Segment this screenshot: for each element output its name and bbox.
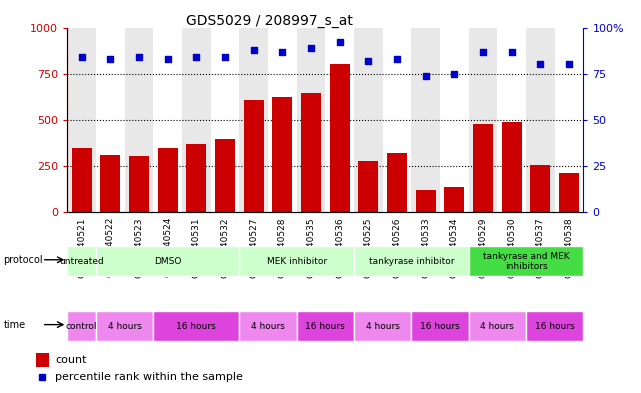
Point bbox=[564, 61, 574, 68]
Bar bbox=[530, 165, 551, 212]
Bar bbox=[129, 156, 149, 212]
Point bbox=[449, 70, 460, 77]
Bar bbox=[158, 149, 178, 212]
Text: control: control bbox=[66, 322, 97, 331]
Point bbox=[306, 45, 316, 51]
Point bbox=[506, 48, 517, 55]
Point bbox=[249, 46, 259, 53]
Bar bbox=[412, 311, 469, 341]
Point bbox=[420, 72, 431, 79]
Bar bbox=[182, 28, 211, 212]
Bar bbox=[326, 28, 354, 212]
Bar bbox=[444, 187, 464, 212]
Bar bbox=[469, 246, 583, 276]
Point bbox=[105, 56, 115, 62]
Bar bbox=[387, 153, 407, 212]
Bar bbox=[502, 122, 522, 212]
Bar bbox=[239, 28, 268, 212]
Point bbox=[76, 54, 87, 60]
Bar bbox=[554, 28, 583, 212]
Point bbox=[363, 58, 374, 64]
Bar bbox=[473, 123, 493, 212]
Bar bbox=[67, 246, 96, 276]
Text: tankyrase and MEK
inhibitors: tankyrase and MEK inhibitors bbox=[483, 252, 569, 271]
Point bbox=[478, 48, 488, 55]
Text: time: time bbox=[3, 320, 26, 330]
Text: DMSO: DMSO bbox=[154, 257, 181, 266]
Bar bbox=[354, 311, 412, 341]
Bar bbox=[383, 28, 412, 212]
Point bbox=[163, 56, 173, 62]
Bar bbox=[268, 28, 297, 212]
Text: 16 hours: 16 hours bbox=[535, 322, 574, 331]
Text: MEK inhibitor: MEK inhibitor bbox=[267, 257, 327, 266]
Text: 16 hours: 16 hours bbox=[176, 322, 216, 331]
Bar bbox=[72, 147, 92, 212]
Text: tankyrase inhibitor: tankyrase inhibitor bbox=[369, 257, 454, 266]
Bar bbox=[239, 311, 297, 341]
Bar bbox=[215, 139, 235, 212]
Point bbox=[535, 61, 545, 68]
Bar bbox=[559, 173, 579, 212]
Text: 4 hours: 4 hours bbox=[366, 322, 399, 331]
Bar bbox=[354, 246, 469, 276]
Bar bbox=[211, 28, 239, 212]
Point bbox=[277, 48, 287, 55]
Bar bbox=[412, 28, 440, 212]
Bar bbox=[358, 162, 378, 212]
Bar bbox=[96, 28, 124, 212]
Text: 4 hours: 4 hours bbox=[251, 322, 285, 331]
Text: untreated: untreated bbox=[59, 257, 104, 266]
Bar bbox=[526, 311, 583, 341]
Bar bbox=[469, 311, 526, 341]
Bar bbox=[415, 190, 436, 212]
Bar bbox=[440, 28, 469, 212]
Text: GDS5029 / 208997_s_at: GDS5029 / 208997_s_at bbox=[186, 14, 353, 28]
Bar bbox=[187, 144, 206, 212]
Bar bbox=[36, 353, 49, 367]
Text: 16 hours: 16 hours bbox=[305, 322, 345, 331]
Bar bbox=[526, 28, 554, 212]
Bar bbox=[354, 28, 383, 212]
Bar bbox=[301, 93, 321, 212]
Text: percentile rank within the sample: percentile rank within the sample bbox=[55, 372, 243, 382]
Point bbox=[220, 54, 230, 60]
Bar bbox=[96, 246, 239, 276]
Bar bbox=[329, 64, 350, 212]
Point bbox=[191, 54, 201, 60]
Point bbox=[335, 39, 345, 46]
Bar bbox=[96, 311, 153, 341]
Bar bbox=[469, 28, 497, 212]
Bar bbox=[67, 28, 96, 212]
Text: count: count bbox=[55, 354, 87, 365]
Bar bbox=[272, 97, 292, 212]
Text: protocol: protocol bbox=[3, 255, 43, 265]
Bar bbox=[124, 28, 153, 212]
Bar bbox=[67, 311, 96, 341]
Point bbox=[392, 56, 402, 62]
Bar bbox=[244, 99, 263, 212]
Bar bbox=[100, 155, 121, 212]
Bar bbox=[153, 311, 239, 341]
Text: 16 hours: 16 hours bbox=[420, 322, 460, 331]
Bar bbox=[497, 28, 526, 212]
Bar bbox=[297, 28, 326, 212]
Point bbox=[134, 54, 144, 60]
Bar bbox=[297, 311, 354, 341]
Text: 4 hours: 4 hours bbox=[480, 322, 514, 331]
Text: 4 hours: 4 hours bbox=[108, 322, 142, 331]
Bar bbox=[153, 28, 182, 212]
Bar bbox=[239, 246, 354, 276]
